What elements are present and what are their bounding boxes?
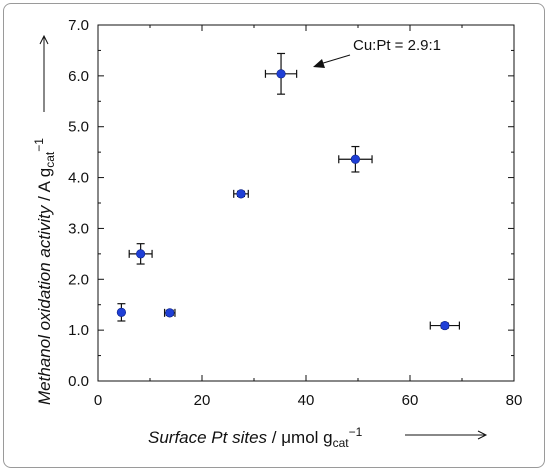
data-point xyxy=(116,303,126,322)
data-point xyxy=(264,52,298,95)
x-tick-label: 60 xyxy=(402,392,419,409)
y-tick-label: 3.0 xyxy=(68,220,89,237)
point-marker xyxy=(350,154,361,164)
x-tick-label: 0 xyxy=(94,392,102,409)
data-point xyxy=(163,308,176,318)
y-tick-label: 7.0 xyxy=(68,17,89,34)
data-points xyxy=(116,52,460,331)
data-point xyxy=(338,145,373,173)
point-marker xyxy=(116,307,126,317)
y-axis-arrow xyxy=(39,34,49,112)
annotation-label: Cu:Pt = 2.9:1 xyxy=(353,37,441,54)
x-tick-label: 80 xyxy=(506,392,523,409)
point-marker xyxy=(440,320,450,331)
annotation-arrow xyxy=(313,54,351,68)
point-marker xyxy=(136,249,146,259)
axes xyxy=(97,24,515,382)
y-tick-label: 0.0 xyxy=(68,373,89,390)
y-tick-label: 4.0 xyxy=(68,170,89,187)
ticks: 0 20 40 60 80 0.0 1.0 2.0 3.0 4.0 5.0 6.0 7.0 xyxy=(68,17,522,409)
point-marker xyxy=(236,189,246,199)
y-tick-label: 6.0 xyxy=(68,68,89,85)
x-axis-label: Surface Pt sites / μmol gcat−1 xyxy=(148,425,363,450)
y-tick-label: 1.0 xyxy=(68,322,89,339)
data-point xyxy=(233,189,249,199)
figure-frame xyxy=(3,3,545,468)
x-axis-arrow xyxy=(405,430,488,440)
y-axis-label: Methanol oxidation activity / A gcat−1 xyxy=(32,138,57,405)
y-tick-label: 5.0 xyxy=(68,119,89,136)
point-marker xyxy=(165,308,175,318)
x-tick-label: 40 xyxy=(298,392,315,409)
x-tick-label: 20 xyxy=(194,392,211,409)
data-point xyxy=(128,243,153,265)
plot-area-border xyxy=(97,24,515,382)
point-marker xyxy=(276,69,286,79)
y-tick-label: 2.0 xyxy=(68,271,89,288)
data-point xyxy=(429,320,460,331)
